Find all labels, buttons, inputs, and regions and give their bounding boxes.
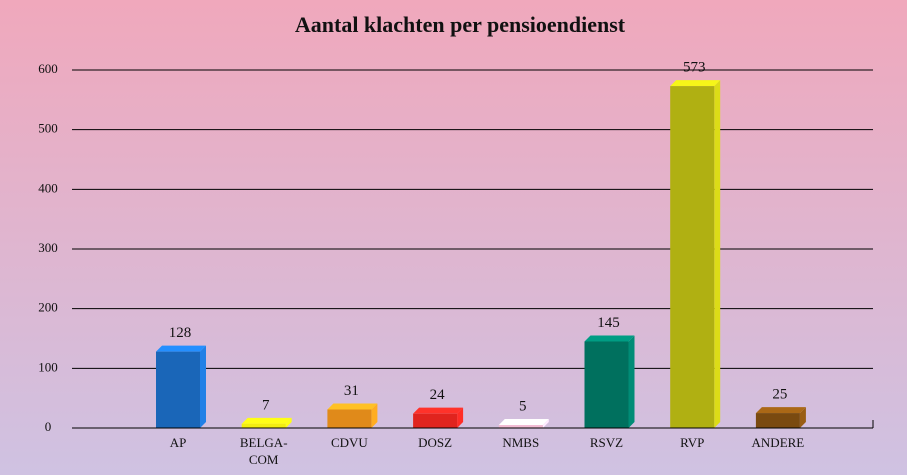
y-tick-label: 0 bbox=[45, 419, 52, 434]
bar-side bbox=[200, 345, 206, 428]
bar bbox=[584, 341, 629, 428]
bar-side bbox=[285, 417, 292, 428]
x-tick-label-line: BELGA- bbox=[240, 435, 288, 450]
bar-top bbox=[156, 345, 206, 352]
bar-side bbox=[628, 335, 635, 428]
bar bbox=[241, 423, 286, 428]
bar-side bbox=[542, 419, 549, 428]
bar bbox=[755, 413, 800, 428]
y-tick-label: 400 bbox=[38, 180, 58, 195]
bar bbox=[413, 413, 458, 428]
data-label: 24 bbox=[430, 387, 446, 403]
x-tick-label: AP bbox=[170, 435, 187, 450]
bar bbox=[670, 86, 715, 429]
bar-side bbox=[371, 403, 378, 428]
x-tick-label: RVP bbox=[680, 435, 704, 450]
y-tick-label: 300 bbox=[38, 240, 58, 255]
bar-top bbox=[327, 403, 378, 410]
data-label: 128 bbox=[169, 325, 192, 341]
bar-top bbox=[584, 335, 635, 342]
bar bbox=[498, 425, 543, 428]
bar-top bbox=[413, 407, 464, 414]
bar-top bbox=[498, 419, 549, 426]
data-label: 5 bbox=[519, 398, 527, 414]
y-tick-label: 600 bbox=[38, 61, 58, 76]
data-label: 25 bbox=[772, 387, 787, 403]
bar bbox=[327, 409, 372, 428]
bar-top bbox=[670, 80, 721, 87]
data-label: 7 bbox=[262, 397, 270, 413]
bar-top bbox=[241, 417, 292, 424]
y-tick-label: 500 bbox=[38, 121, 58, 136]
x-tick-label: CDVU bbox=[331, 435, 368, 450]
data-label: 145 bbox=[597, 315, 620, 331]
x-tick-label: NMBS bbox=[502, 435, 539, 450]
bar-side bbox=[714, 80, 721, 429]
x-tick-label: RSVZ bbox=[590, 435, 623, 450]
y-tick-label: 200 bbox=[38, 300, 58, 315]
y-tick-label: 100 bbox=[38, 359, 58, 374]
data-label: 573 bbox=[683, 60, 706, 76]
x-tick-label-line: COM bbox=[249, 452, 279, 467]
bar bbox=[156, 351, 200, 428]
x-tick-label: DOSZ bbox=[418, 435, 452, 450]
data-label: 31 bbox=[344, 383, 359, 399]
bar-side bbox=[799, 407, 806, 428]
bar-top bbox=[755, 407, 806, 414]
x-tick-label: ANDERE bbox=[752, 435, 805, 450]
chart-title: Aantal klachten per pensioendienst bbox=[295, 12, 626, 37]
bar-side bbox=[457, 407, 464, 428]
x-tick-label: BELGA- COM bbox=[240, 435, 288, 467]
